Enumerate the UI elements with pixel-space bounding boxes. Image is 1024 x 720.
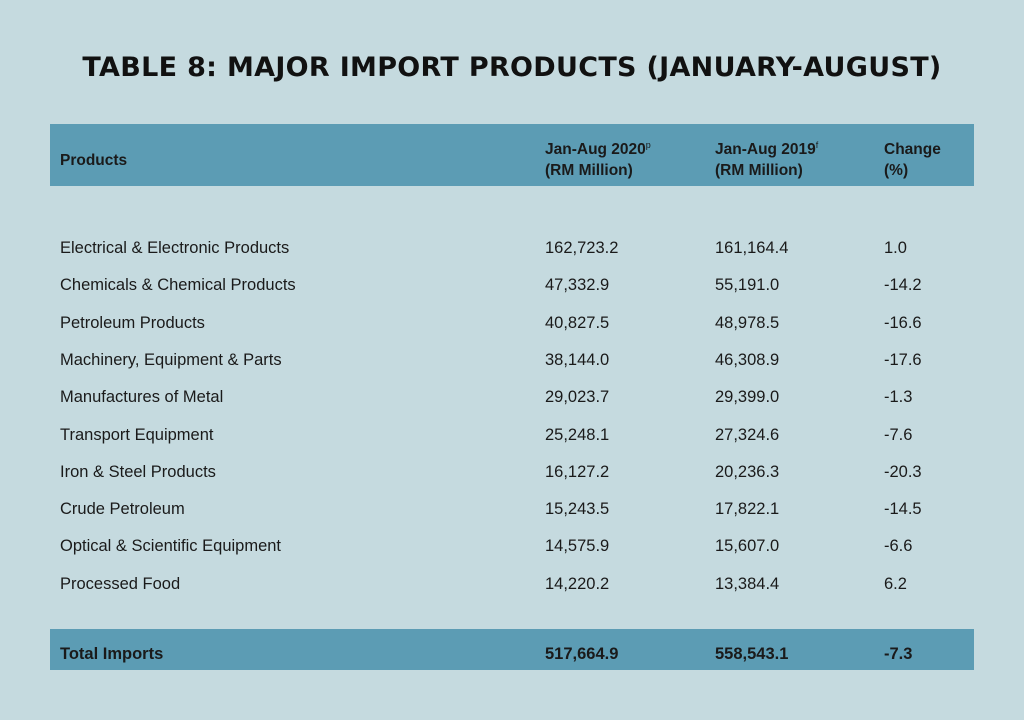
cell-product: Petroleum Products: [60, 314, 205, 332]
cell-2019: 161,164.4: [715, 239, 789, 257]
cell-change: -20.3: [884, 463, 922, 481]
header-2019-superscript: f: [815, 139, 819, 150]
header-2020-superscript: p: [645, 139, 651, 150]
table-title: TABLE 8: MAJOR IMPORT PRODUCTS (JANUARY-…: [82, 52, 942, 83]
header-2020: Jan-Aug 2020p (RM Million): [545, 139, 651, 181]
header-products: Products: [60, 152, 128, 169]
cell-product: Machinery, Equipment & Parts: [60, 351, 282, 369]
cell-2019: 29,399.0: [715, 388, 780, 406]
cell-2020: 162,723.2: [545, 239, 619, 257]
cell-change: -7.6: [884, 426, 913, 444]
cell-change: -14.5: [884, 500, 922, 518]
cell-change: 6.2: [884, 575, 907, 593]
cell-2019: 46,308.9: [715, 351, 780, 369]
cell-change: 1.0: [884, 239, 907, 257]
header-change: Change (%): [884, 139, 941, 181]
cell-product: Processed Food: [60, 575, 181, 593]
cell-2020: 14,220.2: [545, 575, 610, 593]
cell-product: Crude Petroleum: [60, 500, 185, 518]
cell-2020: 47,332.9: [545, 276, 610, 294]
header-change-label: Change: [884, 141, 941, 158]
header-2019-unit: (RM Million): [715, 162, 803, 179]
cell-2019: 15,607.0: [715, 537, 780, 555]
cell-2019: 20,236.3: [715, 463, 780, 481]
header-2020-unit: (RM Million): [545, 162, 633, 179]
cell-2019: 48,978.5: [715, 314, 780, 332]
cell-2020: 16,127.2: [545, 463, 610, 481]
cell-2019: 27,324.6: [715, 426, 780, 444]
header-2019-label: Jan-Aug 2019: [715, 141, 816, 158]
total-2020: 517,664.9: [545, 645, 619, 663]
total-label: Total Imports: [60, 645, 164, 663]
cell-product: Iron & Steel Products: [60, 463, 216, 481]
table-footer: [50, 629, 974, 670]
cell-change: -6.6: [884, 537, 913, 555]
total-change: -7.3: [884, 645, 913, 663]
cell-2019: 17,822.1: [715, 500, 780, 518]
cell-change: -17.6: [884, 351, 922, 369]
header-2019: Jan-Aug 2019f (RM Million): [715, 139, 818, 181]
cell-2020: 38,144.0: [545, 351, 610, 369]
cell-change: -16.6: [884, 314, 922, 332]
cell-2020: 14,575.9: [545, 537, 610, 555]
cell-2019: 13,384.4: [715, 575, 780, 593]
header-change-unit: (%): [884, 162, 909, 179]
table-header: [50, 124, 974, 186]
cell-product: Manufactures of Metal: [60, 388, 224, 406]
cell-product: Transport Equipment: [60, 426, 214, 444]
cell-change: -1.3: [884, 388, 913, 406]
cell-2020: 15,243.5: [545, 500, 610, 518]
cell-2020: 40,827.5: [545, 314, 610, 332]
cell-product: Chemicals & Chemical Products: [60, 276, 296, 294]
header-2020-label: Jan-Aug 2020: [545, 141, 646, 158]
cell-change: -14.2: [884, 276, 922, 294]
cell-product: Electrical & Electronic Products: [60, 239, 290, 257]
total-2019: 558,543.1: [715, 645, 789, 663]
cell-2020: 25,248.1: [545, 426, 610, 444]
cell-2020: 29,023.7: [545, 388, 610, 406]
cell-2019: 55,191.0: [715, 276, 780, 294]
cell-product: Optical & Scientific Equipment: [60, 537, 282, 555]
